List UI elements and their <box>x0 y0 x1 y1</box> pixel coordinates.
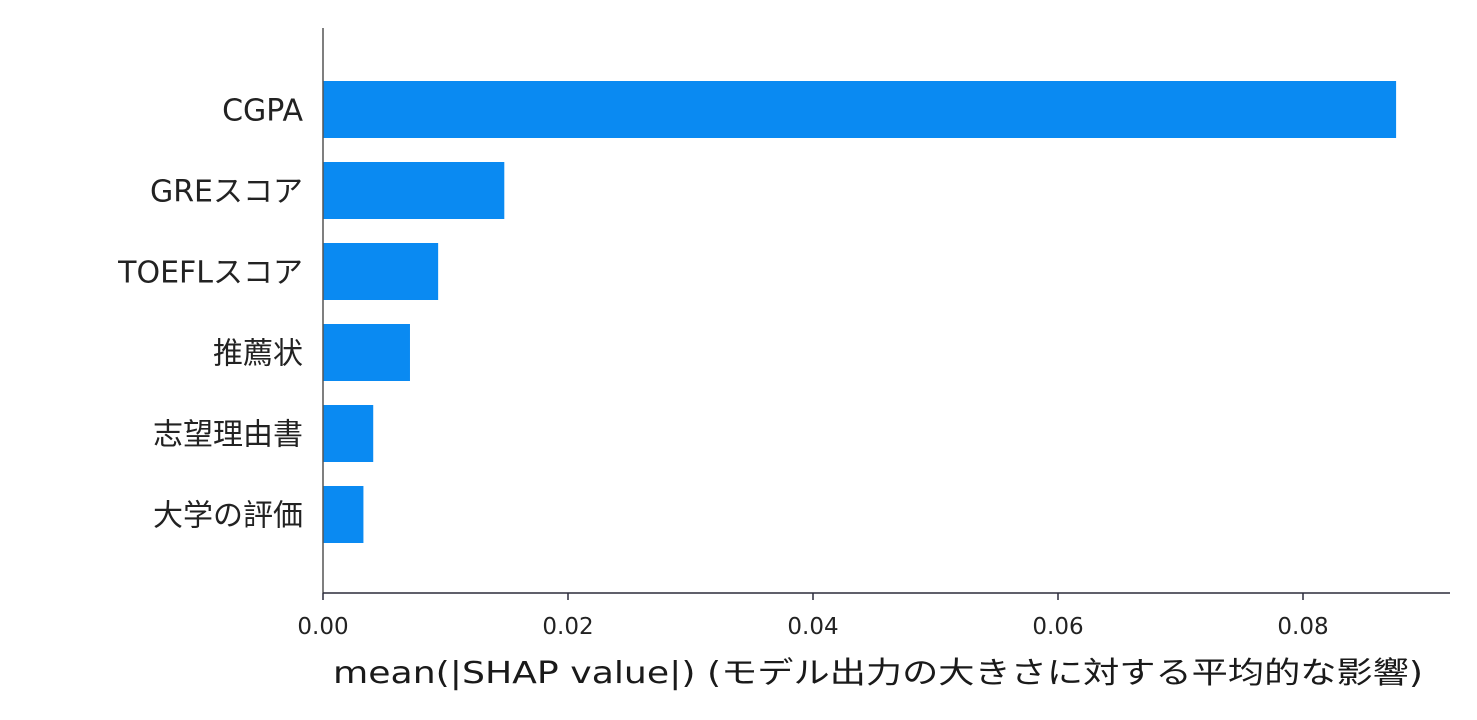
bar-3 <box>323 324 410 381</box>
bars-group <box>323 81 1397 543</box>
x-ticks: 0.00 0.02 0.04 0.06 0.08 <box>297 593 1329 640</box>
bar-5 <box>323 486 364 543</box>
y-tick-label-3: 推薦状 <box>213 337 303 372</box>
bar-4 <box>323 405 374 462</box>
x-tick-label-1: 0.02 <box>542 614 593 640</box>
x-tick-label-0: 0.00 <box>297 614 348 640</box>
y-tick-label-5: 大学の評価 <box>153 499 303 534</box>
x-tick-label-2: 0.04 <box>787 614 838 640</box>
bar-2 <box>323 243 439 300</box>
y-tick-label-4: 志望理由書 <box>153 418 303 453</box>
y-tick-label-1: GREスコア <box>150 175 303 210</box>
x-tick-label-3: 0.06 <box>1032 614 1083 640</box>
bar-1 <box>323 162 505 219</box>
y-tick-label-0: CGPA <box>222 94 303 129</box>
x-tick-label-4: 0.08 <box>1277 614 1328 640</box>
x-axis-label: mean(|SHAP value|) (モデル出力の大きさに対する平均的な影響) <box>333 656 1423 691</box>
y-tick-label-2: TOEFLスコア <box>117 256 303 291</box>
bar-0 <box>323 81 1397 138</box>
